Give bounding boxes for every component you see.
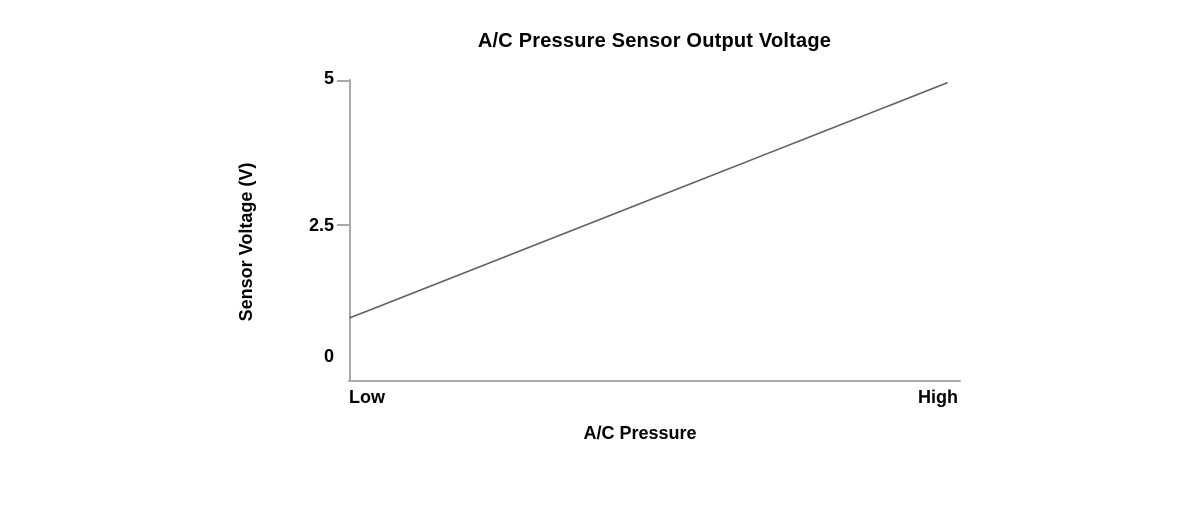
x-tick-label-high: High (918, 387, 958, 407)
chart-title: A/C Pressure Sensor Output Voltage (477, 30, 832, 52)
x-tick-label-low: Low (349, 387, 385, 407)
y-tick-label-2-5: 2.5 (308, 215, 334, 235)
x-axis-title: A/C Pressure (583, 423, 697, 443)
y-tick-label-0: 0 (323, 346, 334, 366)
y-tick-label-5: 5 (323, 68, 334, 88)
sensor-voltage-line (349, 82, 948, 319)
